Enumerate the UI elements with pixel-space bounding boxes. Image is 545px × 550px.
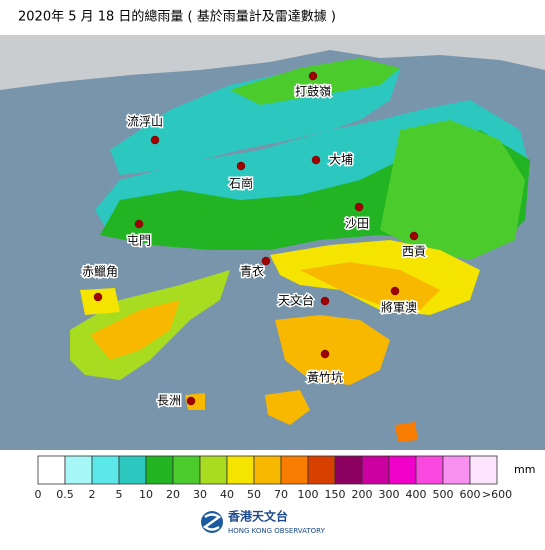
legend-label: 200: [352, 488, 373, 501]
legend-label: 100: [298, 488, 319, 501]
station-label: 石崗: [229, 177, 253, 191]
station-label: 西貢: [402, 245, 426, 259]
rain-area: [230, 58, 400, 105]
station-dot: [134, 219, 144, 229]
station-label: 黃竹坑: [307, 370, 343, 385]
station-label: 打鼓嶺: [295, 85, 331, 99]
legend-label: 0: [35, 488, 42, 501]
legend-label: 2: [89, 488, 96, 501]
station-label: 天文台: [278, 293, 314, 308]
legend-label: 70: [274, 488, 288, 501]
station-labels: 打鼓嶺 流浮山 大埔 石崗 沙田 屯門 西貢 青衣 赤鱲角 天文台 將軍澳 黃竹…: [80, 83, 427, 409]
legend-swatch: [64, 455, 93, 485]
legend: mm 0 0.5 2 5 10 20 30 40 50 70 100 150 200 300 400 500 6…: [35, 455, 535, 501]
legend-label: 150: [325, 488, 346, 501]
legend-swatch: [37, 455, 66, 485]
station-label: 流浮山: [127, 115, 163, 129]
legend-label: 5: [116, 488, 123, 501]
legend-label: 500: [433, 488, 454, 501]
legend-swatch: [118, 455, 147, 485]
rain-area: [265, 390, 310, 425]
station-dot: [93, 292, 103, 302]
legend-unit: mm: [514, 463, 535, 476]
legend-swatch: [334, 455, 363, 485]
legend-swatch: [442, 455, 471, 485]
station-label: 將軍澳: [381, 300, 417, 315]
legend-label: 300: [379, 488, 400, 501]
legend-label: 50: [247, 488, 261, 501]
legend-swatch: [172, 455, 201, 485]
legend-label: 600: [460, 488, 481, 501]
legend-label: 400: [406, 488, 427, 501]
station-dot: [354, 202, 364, 212]
legend-label: 20: [166, 488, 180, 501]
station-label: 青衣: [240, 264, 264, 279]
station-dot: [320, 349, 330, 359]
legend-swatch: [226, 455, 255, 485]
rain-area: [380, 120, 525, 260]
logo: 香港天文台 HONG KONG OBSERVATORY: [201, 509, 326, 535]
station-dot: [311, 155, 321, 165]
station-dot: [409, 231, 419, 241]
station-label: 沙田: [345, 217, 369, 231]
station-dot: [150, 135, 160, 145]
station-dot: [186, 396, 196, 406]
legend-swatch: [388, 455, 417, 485]
rain-area: [300, 262, 440, 310]
station-label: 大埔: [329, 153, 353, 167]
station-dot: [308, 71, 318, 81]
legend-label: 40: [220, 488, 234, 501]
station-label: 屯門: [127, 234, 151, 248]
map: [0, 35, 545, 450]
legend-swatch: [280, 455, 309, 485]
rain-area: [90, 300, 180, 360]
legend-label: 0.5: [56, 488, 74, 501]
station-label: 長洲: [157, 394, 181, 408]
rain-area: [395, 422, 418, 442]
legend-swatch: [307, 455, 336, 485]
rain-area: [80, 288, 120, 315]
legend-swatch: [415, 455, 444, 485]
legend-swatch: [145, 455, 174, 485]
logo-name: 香港天文台: [227, 509, 288, 524]
mainland: [0, 35, 545, 90]
legend-swatch: [469, 455, 498, 485]
logo-icon: [202, 513, 222, 531]
legend-swatch: [253, 455, 282, 485]
legend-swatch: [91, 455, 120, 485]
legend-label: 10: [139, 488, 153, 501]
station-dot: [320, 296, 330, 306]
station-label: 赤鱲角: [82, 265, 118, 279]
station-dot: [236, 161, 246, 171]
title: 2020年 5 月 18 日的總雨量 ( 基於雨量計及雷達數據 ): [18, 9, 336, 25]
station-markers: [93, 71, 419, 406]
legend-swatch: [199, 455, 228, 485]
station-dot: [390, 286, 400, 296]
legend-label: >600: [482, 488, 512, 501]
legend-label: 30: [193, 488, 207, 501]
logo-english: HONG KONG OBSERVATORY: [228, 527, 326, 535]
station-dot: [261, 256, 271, 266]
rain-area: [275, 315, 390, 385]
legend-swatch: [361, 455, 390, 485]
